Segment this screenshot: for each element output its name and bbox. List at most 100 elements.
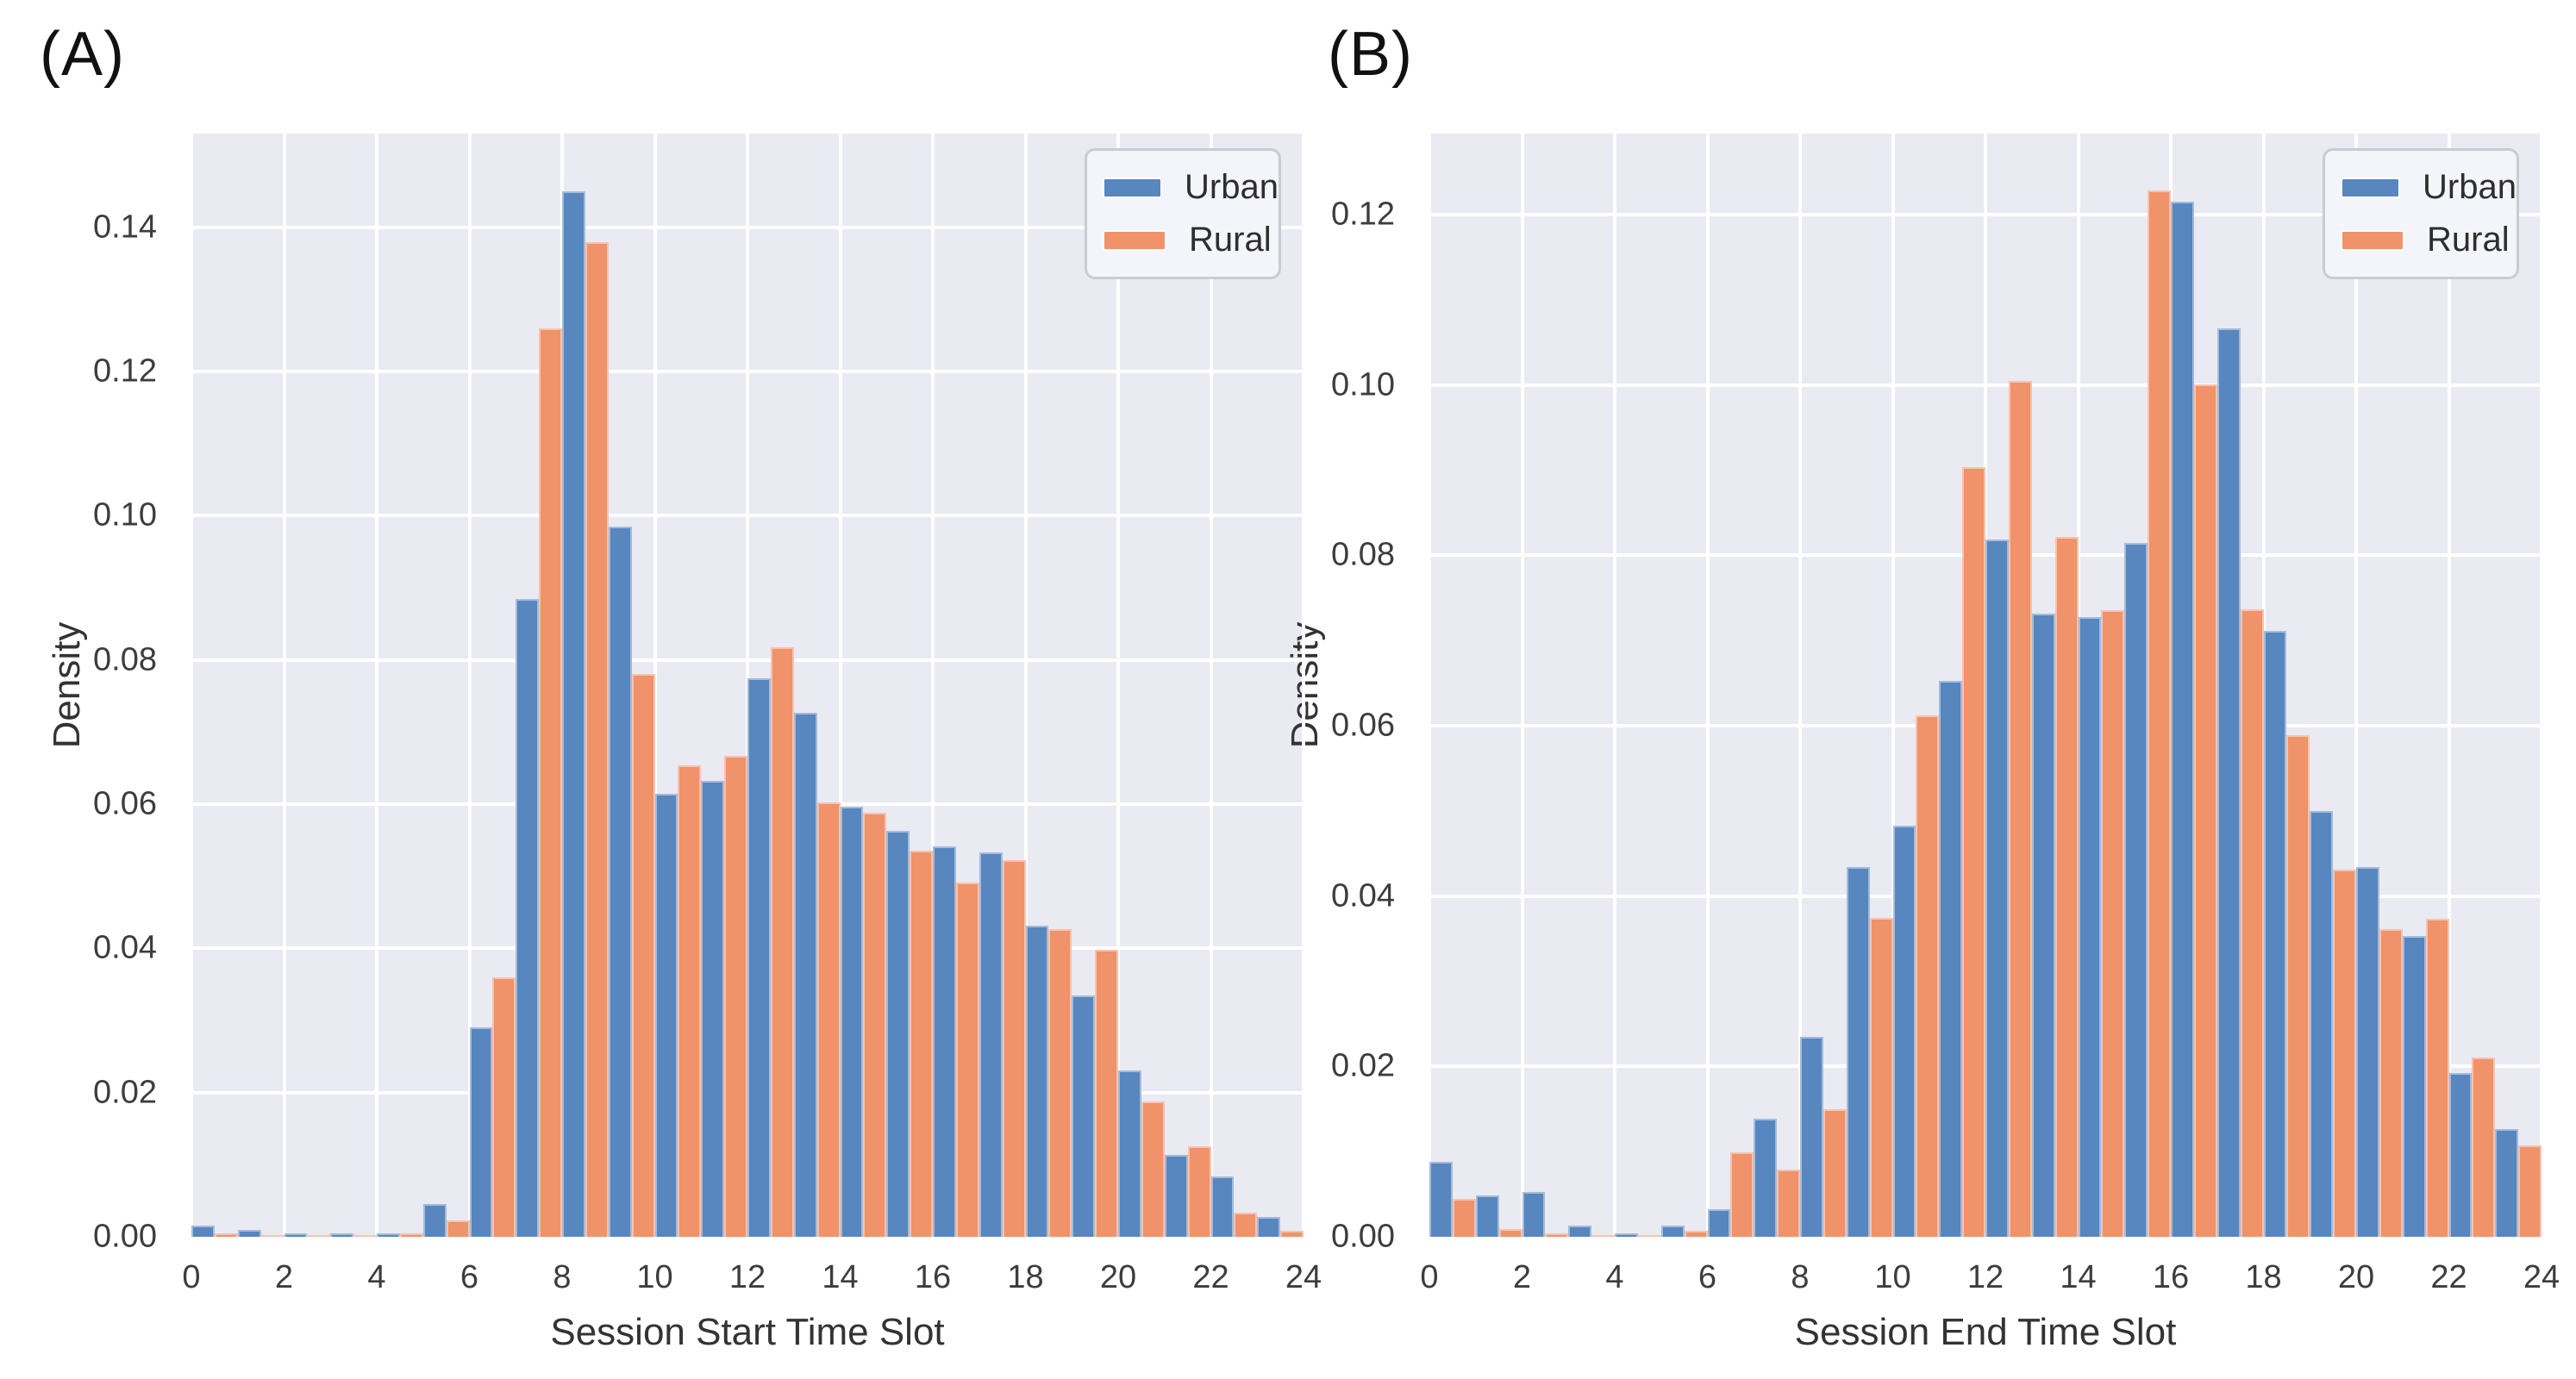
x-tick-label: 4 <box>1605 1259 1624 1295</box>
urban-bar <box>701 781 725 1237</box>
gridline-horizontal <box>1429 1235 2542 1239</box>
urban-bar <box>1429 1162 1453 1237</box>
urban-swatch-icon <box>1103 177 1163 198</box>
panel-b: (B) Density Session End Time Slot Urban … <box>1284 0 2576 1379</box>
x-tick-label: 14 <box>2060 1259 2097 1295</box>
panel-a-label: (A) <box>40 20 125 89</box>
gridline-vertical <box>1613 134 1616 1237</box>
gridline-vertical <box>1891 134 1895 1237</box>
urban-bar <box>1615 1233 1638 1237</box>
x-tick-label: 8 <box>553 1259 572 1295</box>
gridline-vertical <box>2540 134 2543 1237</box>
rural-bar <box>1637 1235 1661 1237</box>
rural-bar <box>1187 1146 1211 1237</box>
y-tick-label: 0.06 <box>93 785 157 822</box>
legend-row-rural: Rural <box>2341 221 2517 259</box>
rural-bar <box>307 1234 331 1237</box>
legend-row-rural: Rural <box>1103 221 1279 259</box>
gridline-vertical <box>1705 134 1710 1237</box>
rural-bar <box>1498 1229 1522 1237</box>
urban-bar <box>1072 995 1096 1237</box>
x-tick-label: 12 <box>1966 1259 2004 1295</box>
rural-bar <box>353 1235 377 1237</box>
x-tick-label: 0 <box>1420 1259 1439 1295</box>
y-tick-label: 0.02 <box>93 1074 157 1111</box>
rural-bar <box>910 850 933 1237</box>
x-tick-label: 0 <box>182 1259 201 1295</box>
gridline-vertical <box>190 134 193 1237</box>
legend-row-urban: Urban <box>1103 168 1279 207</box>
rural-bar <box>1234 1212 1258 1237</box>
rural-bar <box>1545 1233 1569 1237</box>
urban-bar <box>1800 1036 1823 1237</box>
urban-bar <box>2216 328 2241 1237</box>
x-tick-label: 20 <box>2337 1259 2375 1295</box>
x-tick-label: 8 <box>1791 1259 1810 1295</box>
gridline-vertical <box>1520 134 1524 1237</box>
gridline-vertical <box>1116 134 1120 1237</box>
rural-bar <box>724 756 747 1237</box>
y-tick-label: 0.10 <box>93 496 157 534</box>
gridline-vertical <box>375 134 378 1237</box>
urban-bar <box>1660 1226 1685 1237</box>
rural-swatch-icon <box>1103 229 1166 251</box>
urban-bar <box>516 598 540 1237</box>
y-tick-label: 0.04 <box>1331 877 1395 914</box>
urban-bar <box>422 1204 447 1237</box>
legend: Urban Rural <box>2323 148 2519 279</box>
x-tick-label: 2 <box>1512 1259 1532 1295</box>
gridline-vertical <box>2447 134 2451 1237</box>
gridline-vertical <box>653 134 657 1237</box>
plot-area: Density Session End Time Slot Urban Rura… <box>1284 134 2560 1353</box>
y-tick-label: 0.10 <box>1331 366 1395 403</box>
y-axis-title: Density <box>46 621 88 749</box>
rural-bar <box>1095 950 1118 1237</box>
rural-bar <box>770 646 794 1237</box>
rural-bar <box>1823 1108 1847 1237</box>
urban-bar <box>1707 1209 1731 1237</box>
urban-bar <box>2078 617 2102 1237</box>
rural-bar <box>2333 870 2356 1237</box>
urban-bar <box>840 807 864 1237</box>
x-tick-label: 10 <box>1874 1259 1911 1295</box>
rural-bar <box>1777 1169 1800 1237</box>
rural-bar <box>585 241 609 1237</box>
legend-label-urban: Urban <box>1185 168 1279 206</box>
urban-bar <box>2031 614 2055 1237</box>
urban-bar <box>469 1027 493 1237</box>
y-tick-label: 0.12 <box>93 353 157 390</box>
urban-bar <box>1846 867 1870 1237</box>
rural-bar <box>1869 918 1893 1237</box>
panel-a: (A) Density Session Start Time Slot Urba… <box>40 20 1322 1353</box>
urban-bar <box>562 190 585 1237</box>
rural-bar <box>446 1220 470 1237</box>
urban-bar <box>2495 1129 2519 1237</box>
urban-bar <box>1754 1118 1778 1237</box>
y-axis-title: Density <box>1284 622 1327 749</box>
rural-bar <box>2240 608 2264 1237</box>
rural-bar <box>2425 919 2449 1237</box>
urban-bar <box>2263 631 2287 1237</box>
x-tick-label: 18 <box>1007 1259 1044 1295</box>
x-tick-label: 18 <box>2245 1259 2282 1295</box>
rural-bar <box>214 1232 238 1237</box>
rural-bar <box>955 883 979 1237</box>
y-tick-label: 0.06 <box>1331 707 1395 744</box>
x-tick-label: 20 <box>1099 1259 1137 1295</box>
urban-bar <box>2448 1073 2473 1237</box>
y-tick-label: 0.08 <box>1331 536 1395 573</box>
legend-label-rural: Rural <box>1189 221 1272 259</box>
urban-bar <box>1118 1070 1141 1237</box>
y-tick-label: 0.14 <box>93 209 157 246</box>
urban-bar <box>1257 1217 1281 1237</box>
x-tick-label: 14 <box>822 1259 859 1295</box>
urban-swatch-icon <box>2341 177 2401 198</box>
rural-bar <box>816 802 841 1237</box>
rural-bar <box>1452 1198 1476 1237</box>
urban-bar <box>284 1232 308 1237</box>
rural-bar <box>678 764 702 1237</box>
rural-bar <box>2286 734 2310 1237</box>
rural-bar <box>399 1232 423 1237</box>
rural-bar <box>2518 1145 2542 1237</box>
x-tick-label: 16 <box>2152 1259 2190 1295</box>
